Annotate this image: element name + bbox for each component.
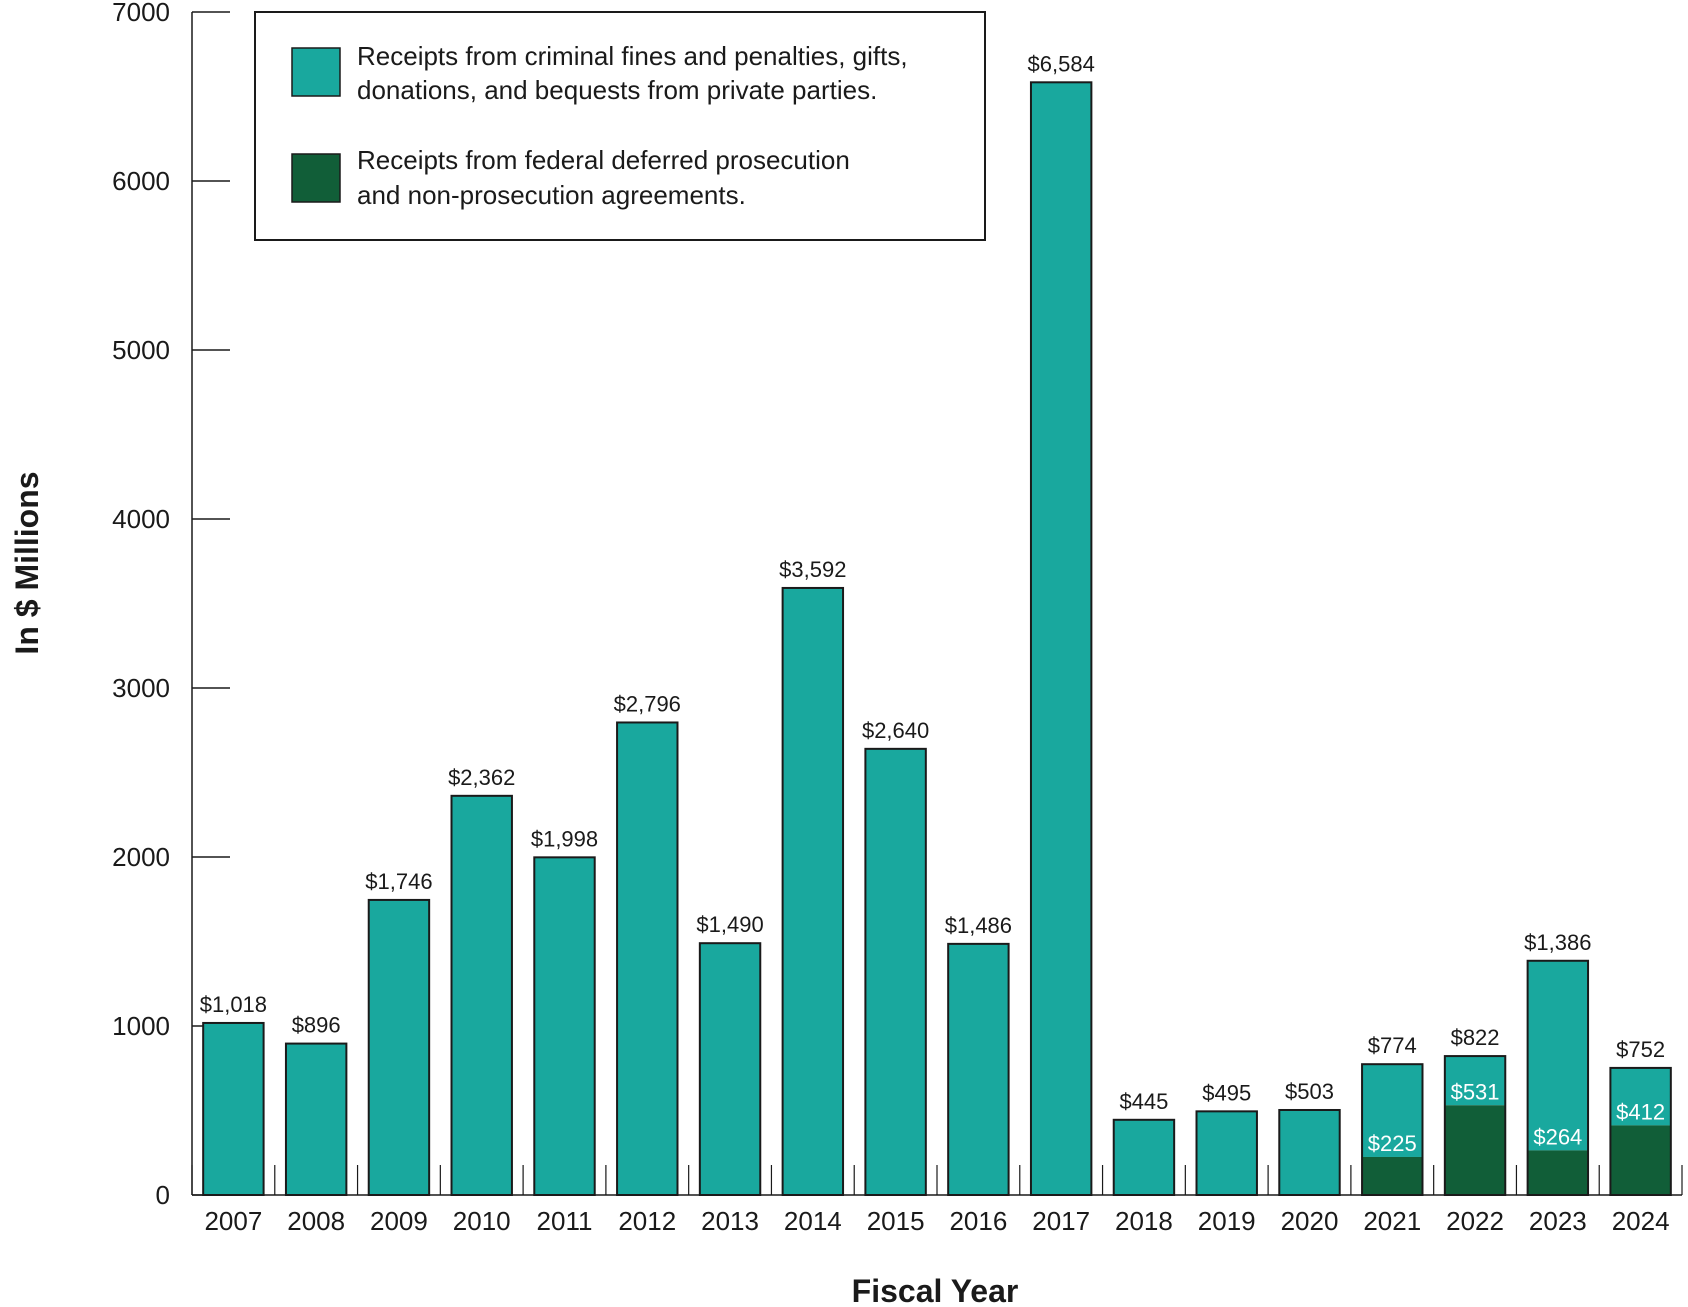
x-tick-label: 2023 bbox=[1529, 1206, 1587, 1236]
x-tick-label: 2014 bbox=[784, 1206, 842, 1236]
bar-total-label: $1,490 bbox=[696, 912, 763, 937]
bar-total-label: $822 bbox=[1451, 1025, 1500, 1050]
bar-fines-segment bbox=[1113, 1119, 1175, 1195]
bar-total-label: $1,386 bbox=[1524, 930, 1591, 955]
x-tick-label: 2018 bbox=[1115, 1206, 1173, 1236]
y-tick-label: 7000 bbox=[112, 0, 170, 27]
bar-fines-segment bbox=[699, 943, 761, 1195]
bar-total-label: $6,584 bbox=[1028, 51, 1095, 76]
legend-swatch-deferred-prosecution bbox=[291, 153, 341, 203]
y-tick-label: 1000 bbox=[112, 1011, 170, 1041]
x-tick-label: 2016 bbox=[949, 1206, 1007, 1236]
bar-total-label: $3,592 bbox=[779, 557, 846, 582]
bar-total-label: $2,640 bbox=[862, 718, 929, 743]
y-tick-label: 5000 bbox=[112, 335, 170, 365]
x-axis: 2007 2008 2009 2010 2011 2012 2013 2014 2015 2016… bbox=[191, 1165, 1683, 1236]
legend-box bbox=[254, 11, 986, 241]
bar-deferred-segment bbox=[1362, 1156, 1423, 1195]
x-tick-label: 2013 bbox=[701, 1206, 759, 1236]
bar-deferred-label: $264 bbox=[1533, 1124, 1582, 1149]
bar-total-label: $1,998 bbox=[531, 826, 598, 851]
bar-deferred-label: $225 bbox=[1368, 1131, 1417, 1156]
bar-fines-segment bbox=[1444, 1056, 1506, 1106]
x-tick-label: 2011 bbox=[537, 1206, 593, 1236]
x-tick-label: 2021 bbox=[1363, 1206, 1421, 1236]
y-tick-label: 6000 bbox=[112, 166, 170, 196]
legend-label-fines-line-2: donations, and bequests from private par… bbox=[357, 75, 877, 105]
y-axis-title: In $ Millions bbox=[9, 471, 45, 654]
y-tick-label: 0 bbox=[156, 1180, 170, 1210]
x-tick-label: 2017 bbox=[1032, 1206, 1090, 1236]
x-tick-label: 2022 bbox=[1446, 1206, 1504, 1236]
x-tick-label: 2012 bbox=[618, 1206, 676, 1236]
x-tick-label: 2007 bbox=[204, 1206, 262, 1236]
bar-deferred-label: $531 bbox=[1451, 1079, 1500, 1104]
bar-fines-segment bbox=[203, 1022, 264, 1195]
legend-label-deferred-line-1: Receipts from federal deferred prosecuti… bbox=[357, 145, 850, 175]
bar-total-label: $503 bbox=[1285, 1079, 1334, 1104]
x-tick-label: 2010 bbox=[453, 1206, 511, 1236]
bar-fines-segment bbox=[617, 722, 678, 1195]
legend-label-fines-line-1: Receipts from criminal fines and penalti… bbox=[357, 41, 908, 71]
x-tick-label: 2009 bbox=[370, 1206, 428, 1236]
x-tick-label: 2020 bbox=[1281, 1206, 1339, 1236]
bar-fines-segment bbox=[1030, 82, 1092, 1196]
x-tick-label: 2024 bbox=[1612, 1206, 1670, 1236]
bar-fines-segment bbox=[534, 857, 595, 1195]
bar-fines-segment bbox=[451, 795, 512, 1195]
bar-total-label: $1,486 bbox=[945, 913, 1012, 938]
bar-deferred-segment bbox=[1444, 1105, 1506, 1195]
bars: $1,018 $896 $1,746 $2,362 $1,998 $2,796 $1,490… bbox=[200, 51, 1672, 1197]
legend-swatch-fines bbox=[291, 47, 341, 97]
legend: Receipts from criminal fines and penalti… bbox=[254, 11, 986, 241]
y-tick-label: 4000 bbox=[112, 504, 170, 534]
bar-total-label: $495 bbox=[1202, 1080, 1251, 1105]
x-axis-title: Fiscal Year bbox=[852, 1273, 1019, 1307]
x-tick-label: 2015 bbox=[867, 1206, 925, 1236]
x-tick-label: 2019 bbox=[1198, 1206, 1256, 1236]
bar-deferred-segment bbox=[1610, 1125, 1671, 1195]
bar-fines-segment bbox=[782, 587, 844, 1195]
y-axis: 0 1000 2000 3000 4000 5000 6000 7000 bbox=[112, 0, 230, 1210]
bar-fines-segment bbox=[865, 748, 926, 1195]
legend-label-deferred-line-2: and non-prosecution agreements. bbox=[357, 180, 746, 210]
bar-total-label: $896 bbox=[292, 1013, 341, 1038]
bar-fines-segment bbox=[1196, 1111, 1257, 1195]
bar-total-label: $1,018 bbox=[200, 992, 267, 1017]
y-tick-label: 2000 bbox=[112, 842, 170, 872]
y-tick-label: 3000 bbox=[112, 673, 170, 703]
bar-fines-segment bbox=[948, 943, 1009, 1195]
bar-fines-segment bbox=[1362, 1064, 1423, 1157]
bar-deferred-segment bbox=[1527, 1150, 1589, 1195]
bar-fines-segment bbox=[368, 899, 430, 1195]
bar-fines-segment bbox=[285, 1043, 347, 1195]
bar-total-label: $774 bbox=[1368, 1033, 1417, 1058]
bar-deferred-label: $412 bbox=[1616, 1099, 1665, 1124]
bar-fines-segment bbox=[1610, 1067, 1671, 1126]
bar-total-label: $445 bbox=[1119, 1089, 1168, 1114]
bar-fines-segment bbox=[1527, 960, 1589, 1151]
bar-total-label: $752 bbox=[1616, 1037, 1665, 1062]
bar-fines-segment bbox=[1279, 1109, 1340, 1195]
bar-total-label: $2,796 bbox=[614, 691, 681, 716]
bar-total-label: $2,362 bbox=[448, 765, 515, 790]
x-tick-label: 2008 bbox=[287, 1206, 345, 1236]
bar-total-label: $1,746 bbox=[365, 869, 432, 894]
